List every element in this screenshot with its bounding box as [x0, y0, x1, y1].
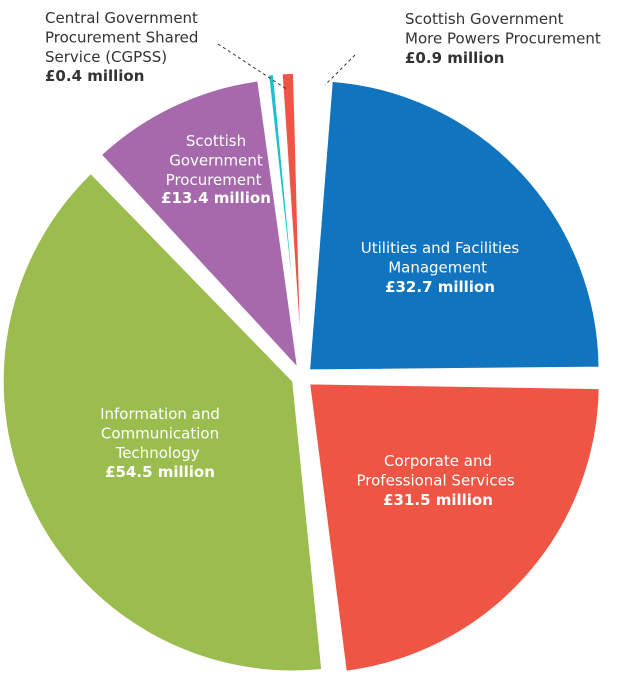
- label-sg-procurement: Scottish Government Procurement £13.4 mill…: [161, 132, 271, 207]
- label-corporate-name-line-2: Professional Services: [357, 472, 515, 490]
- label-utilities-name: Utilities and Facilities: [361, 239, 520, 257]
- label-cgpss-value: £0.4 million: [45, 67, 144, 85]
- label-ict-name-line-3: Technology: [115, 444, 200, 462]
- label-more-powers-value: £0.9 million: [405, 49, 504, 67]
- slice-corporate: [308, 382, 601, 673]
- leader-cgpss: [217, 43, 289, 91]
- label-ict-name-line-2: Communication: [101, 425, 219, 443]
- leader-lines: [217, 43, 356, 91]
- label-corporate-name: Corporate and: [384, 452, 492, 470]
- label-ict-name: Information and: [100, 405, 220, 423]
- slice-ict: [2, 172, 323, 672]
- label-utilities-value: £32.7 million: [385, 278, 495, 296]
- label-cgpss-name-line-3: Service (CGPSS): [45, 48, 167, 66]
- slice-utilities: [308, 80, 601, 371]
- label-more-powers-name-line-2: More Powers Procurement: [405, 30, 601, 48]
- slice-cgpss: [267, 73, 302, 364]
- label-more-powers-name: Scottish Government: [405, 10, 564, 28]
- label-cgpss-name-line-2: Procurement Shared: [45, 29, 198, 47]
- label-ict: Information and Communication Technology £…: [100, 405, 220, 481]
- label-utilities-name-line-2: Management: [388, 259, 487, 277]
- slice-sg-procurement: [100, 79, 299, 369]
- label-sg-procurement-value: £13.4 million: [161, 189, 271, 207]
- slice-more-powers: [281, 72, 303, 364]
- pie-slices: [2, 72, 601, 673]
- label-cgpss: Central Government Procurement Shared Serv…: [45, 9, 198, 85]
- label-corporate: Corporate and Professional Services £31.5…: [357, 452, 520, 509]
- label-more-powers: Scottish Government More Powers Procureme…: [405, 10, 606, 67]
- label-corporate-value: £31.5 million: [383, 491, 493, 509]
- leader-more-powers: [324, 54, 356, 86]
- label-sg-procurement-name: Scottish: [186, 132, 246, 150]
- label-cgpss-name: Central Government: [45, 9, 198, 27]
- label-sg-procurement-name-line-3: Procurement: [166, 171, 262, 189]
- label-utilities: Utilities and Facilities Management £32.7…: [361, 239, 520, 296]
- label-sg-procurement-name-line-2: Government: [169, 152, 263, 170]
- label-ict-value: £54.5 million: [105, 463, 215, 481]
